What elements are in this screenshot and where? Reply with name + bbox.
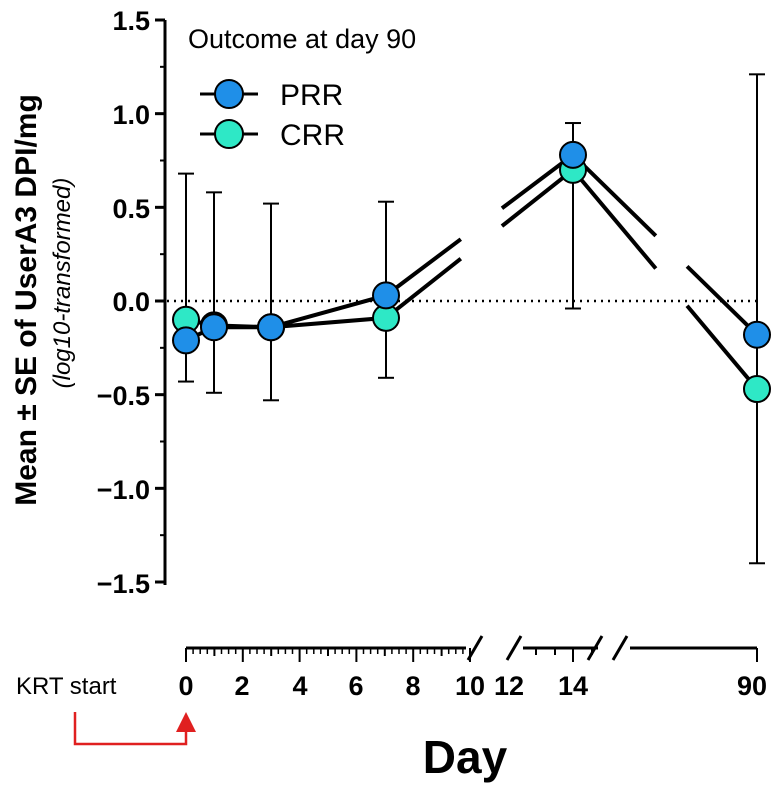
- series-line-crr: [685, 304, 759, 391]
- chart-title: Outcome at day 90: [188, 24, 416, 54]
- xtick-label: 10: [455, 671, 485, 701]
- ytick-label: 0.5: [112, 194, 150, 224]
- series-line-prr: [270, 293, 387, 330]
- data-point-prr: [372, 281, 400, 310]
- legend-marker-prr: [214, 79, 244, 109]
- series-line-crr: [571, 168, 658, 270]
- xtick-label: 90: [737, 671, 767, 701]
- data-point-prr: [559, 140, 587, 169]
- ytick-label: 1.0: [112, 100, 150, 130]
- data-point-crr: [743, 375, 771, 404]
- xtick-label: 8: [405, 671, 420, 701]
- xtick-label: 14: [558, 671, 588, 701]
- axis-break-mark: [466, 635, 484, 661]
- series-line-prr: [384, 237, 463, 297]
- series-line-crr: [270, 315, 387, 330]
- xtick-label: 0: [178, 671, 193, 701]
- y-axis-subtitle: (log10-transformed): [49, 178, 76, 389]
- ytick-label: −1.0: [97, 475, 150, 505]
- xtick-label: 6: [348, 671, 363, 701]
- series-line-crr: [500, 168, 575, 228]
- legend: PRR CRR: [200, 79, 345, 152]
- series-line-prr: [685, 264, 759, 337]
- ytick-label: 1.5: [112, 6, 150, 36]
- xtick-label: 4: [292, 671, 307, 701]
- data-point-prr: [200, 313, 228, 342]
- x-axis-title: Day: [423, 731, 508, 783]
- xtick-label: 12: [494, 671, 524, 701]
- legend-marker-crr: [214, 119, 244, 149]
- xtick-label: 2: [234, 671, 249, 701]
- krt-start-arrow: [73, 712, 196, 746]
- ytick-label: 0.0: [112, 287, 150, 317]
- legend-label-crr: CRR: [280, 119, 345, 152]
- data-point-prr: [743, 320, 771, 349]
- data-point-prr: [257, 313, 285, 342]
- axis-break-mark: [505, 635, 523, 661]
- x-axis: [185, 635, 758, 662]
- y-axis-title: Mean ± SE of UserA3 DPI/mg: [10, 94, 43, 506]
- axis-break-mark: [586, 635, 604, 661]
- ytick-label: −1.5: [97, 569, 150, 599]
- data-point-prr: [172, 326, 200, 355]
- ytick-label: −0.5: [97, 381, 150, 411]
- legend-label-prr: PRR: [280, 79, 343, 112]
- axis-break-mark: [611, 635, 629, 661]
- series-line-crr: [384, 257, 463, 320]
- krt-start-label: KRT start: [16, 673, 117, 700]
